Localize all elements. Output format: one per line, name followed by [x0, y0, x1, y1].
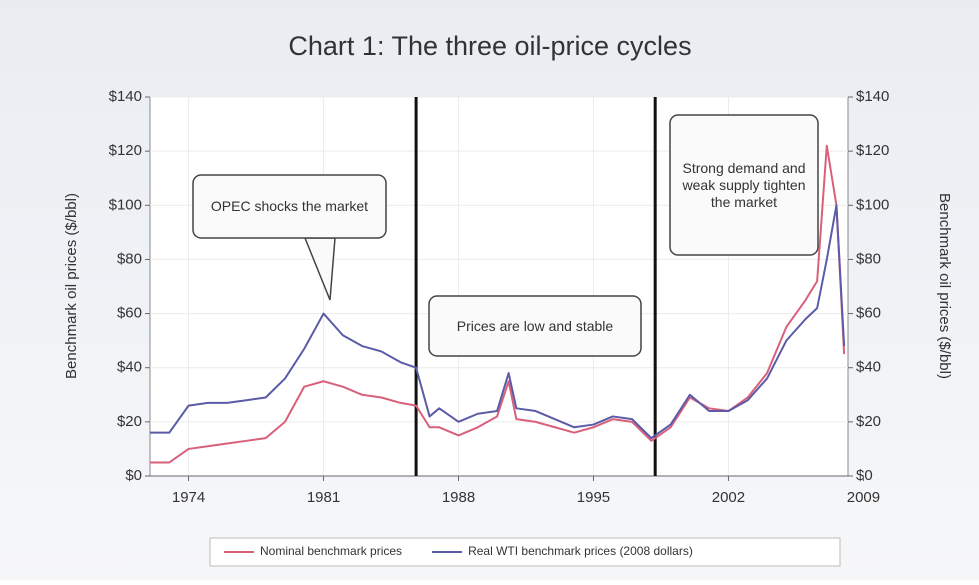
x-tick-label: 1974 — [172, 489, 205, 506]
x-tick-label: 1995 — [577, 489, 610, 506]
x-tick-label: 2009 — [847, 489, 880, 506]
x-tick-label: 1981 — [307, 489, 340, 506]
x-tick-label: 2002 — [712, 489, 745, 506]
y-tick-label: $60 — [117, 305, 142, 322]
y2-axis-label: Benchmark oil prices ($/bbl) — [936, 193, 953, 379]
y2-tick-label: $80 — [856, 250, 881, 267]
annotation-text: Prices are low and stable — [456, 317, 614, 334]
y-tick-label: $20 — [117, 413, 142, 430]
y-tick-label: $0 — [125, 467, 142, 484]
x-tick-label: 1988 — [442, 489, 475, 506]
series-line — [150, 144, 846, 464]
callout: Strong demand and weak supply tighten th… — [682, 159, 806, 210]
y-tick-label: $40 — [117, 359, 142, 376]
callout: OPEC shocks the market — [210, 198, 369, 214]
legend-box — [209, 537, 841, 567]
legend-label: Nominal benchmark prices — [260, 544, 402, 558]
y-tick-label: $120 — [109, 142, 142, 159]
callout-box — [669, 114, 819, 256]
y2-tick-label: $40 — [856, 359, 881, 376]
y2-tick-label: $100 — [856, 196, 889, 213]
y2-tick-label: $0 — [856, 467, 873, 484]
y-tick-label: $100 — [109, 196, 142, 213]
annotation-text: OPEC shocks the market — [210, 198, 369, 214]
legend-label: Real WTI benchmark prices (2008 dollars) — [468, 544, 693, 558]
chart-title: Chart 1: The three oil-price cycles — [288, 31, 691, 61]
y2-tick-label: $20 — [856, 413, 881, 430]
callout: Prices are low and stable — [456, 317, 614, 334]
y-tick-label: $140 — [109, 88, 142, 105]
y2-tick-label: $140 — [856, 88, 889, 105]
y2-tick-label: $60 — [856, 305, 881, 322]
callout-box — [192, 174, 387, 239]
callout-box — [428, 295, 642, 357]
series-line — [150, 204, 846, 440]
annotation-text: Strong demand and weak supply tighten th… — [682, 159, 806, 210]
y2-tick-label: $120 — [856, 142, 889, 159]
y-tick-label: $80 — [117, 250, 142, 267]
y-axis-label: Benchmark oil prices ($/bbl) — [63, 193, 80, 379]
